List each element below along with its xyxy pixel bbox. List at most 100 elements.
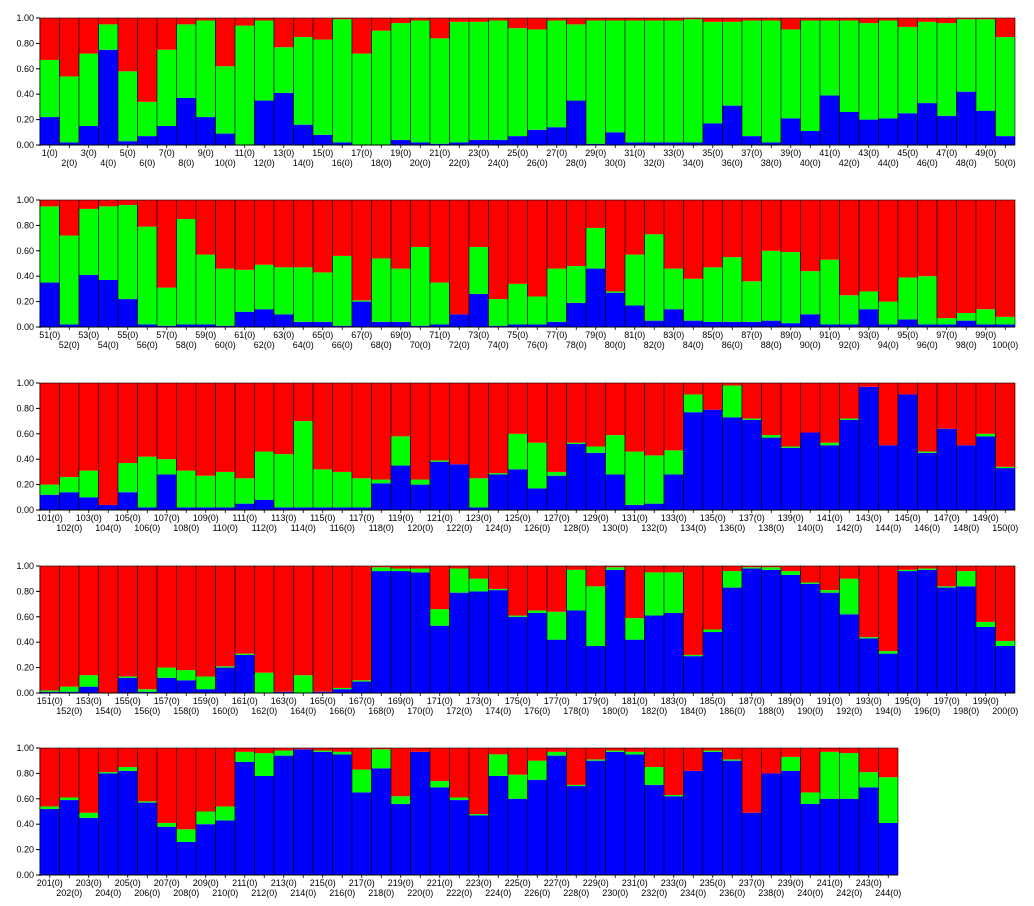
- bar-segment-blue: [391, 571, 411, 693]
- bar-segment-green: [644, 572, 664, 616]
- bar-segment-green: [566, 442, 586, 444]
- bar-segment-blue: [683, 770, 703, 875]
- x-tick-label: 177(0): [544, 696, 570, 706]
- bar-44: [878, 17, 899, 146]
- bar-197: [936, 565, 957, 694]
- bar-segment-blue: [313, 134, 333, 145]
- bar-132: [644, 382, 665, 511]
- bar-161: [234, 565, 255, 694]
- bar-segment-blue: [820, 324, 840, 327]
- bar-segment-blue: [40, 691, 60, 693]
- bar-segment-green: [352, 300, 372, 302]
- y-tick-label: 0.60: [16, 612, 34, 622]
- bar-segment-blue: [527, 779, 547, 875]
- bar-194: [878, 565, 899, 694]
- bar-63: [273, 199, 294, 328]
- bar-segment-green: [469, 246, 489, 294]
- bar-141: [819, 382, 840, 511]
- x-tick-label: 165(0): [310, 696, 336, 706]
- bar-segment-red: [98, 200, 118, 207]
- bar-segment-red: [722, 200, 742, 258]
- bar-segment-red: [605, 18, 625, 21]
- bar-segment-blue: [469, 139, 489, 145]
- bar-segment-blue: [254, 100, 274, 145]
- bar-segment-red: [898, 566, 918, 570]
- bar-segment-blue: [371, 321, 391, 327]
- bar-segment-red: [761, 18, 781, 21]
- bar-242: [839, 747, 860, 876]
- bar-segment-blue: [59, 492, 79, 510]
- x-tick-label: 33(0): [663, 148, 684, 158]
- bar-152: [59, 565, 80, 694]
- x-tick-label: 123(0): [466, 513, 492, 523]
- x-tick-label: 115(0): [310, 513, 335, 523]
- bar-119: [390, 382, 411, 511]
- bar-segment-red: [878, 18, 898, 21]
- bar-49: [975, 17, 996, 146]
- bar-225: [507, 747, 528, 876]
- bar-segment-green: [430, 282, 450, 325]
- bar-segment-blue: [40, 808, 60, 875]
- bar-segment-blue: [352, 792, 372, 875]
- bar-115: [312, 382, 333, 511]
- x-tick-label: 144(0): [875, 523, 901, 533]
- x-tick-label: 236(0): [719, 888, 745, 898]
- x-tick-label: 109(0): [193, 513, 219, 523]
- bar-segment-red: [274, 18, 294, 48]
- bar-segment-red: [683, 748, 703, 771]
- bar-segment-blue: [703, 321, 723, 327]
- bar-segment-blue: [839, 324, 859, 327]
- bar-segment-green: [800, 271, 820, 315]
- bar-segment-green: [254, 672, 274, 693]
- bar-segment-green: [722, 759, 742, 761]
- bar-segment-blue: [176, 98, 196, 145]
- x-tick-label: 54(0): [98, 340, 119, 350]
- x-tick-label: 156(0): [134, 706, 160, 716]
- bar-101: [39, 382, 60, 511]
- x-tick-label: 191(0): [817, 696, 843, 706]
- bar-segment-blue: [313, 507, 333, 510]
- bar-segment-green: [722, 571, 742, 588]
- bar-3: [78, 17, 99, 146]
- bar-segment-blue: [898, 319, 918, 327]
- bar-segment-red: [371, 566, 391, 568]
- bar-segment-red: [800, 383, 820, 433]
- x-tick-label: 189(0): [778, 696, 804, 706]
- bar-segment-green: [839, 753, 859, 799]
- bar-segment-blue: [898, 113, 918, 145]
- bar-segment-blue: [586, 143, 606, 145]
- bar-segment-green: [293, 267, 313, 322]
- bar-segment-red: [59, 566, 79, 687]
- bar-segment-green: [937, 586, 957, 588]
- bar-segment-blue: [605, 474, 625, 510]
- bar-segment-red: [59, 748, 79, 798]
- bar-segment-blue: [79, 686, 99, 693]
- bar-segment-blue: [664, 474, 684, 510]
- bar-segment-red: [878, 748, 898, 778]
- bar-154: [98, 565, 119, 694]
- x-tick-label: 37(0): [741, 148, 762, 158]
- bar-segment-green: [313, 272, 333, 322]
- bar-segment-green: [917, 568, 937, 570]
- bar-180: [605, 565, 626, 694]
- bar-11: [234, 17, 255, 146]
- x-tick-label: 26(0): [527, 158, 548, 168]
- bar-81: [624, 199, 645, 328]
- bar-segment-blue: [917, 324, 937, 327]
- bar-172: [449, 565, 470, 694]
- bar-173: [468, 565, 489, 694]
- bar-93: [858, 199, 879, 328]
- bar-segment-red: [488, 200, 508, 300]
- bar-segment-green: [683, 394, 703, 413]
- bar-segment-red: [235, 566, 255, 654]
- y-tick-label: 1.00: [16, 378, 34, 388]
- bar-segment-red: [859, 18, 879, 24]
- bar-102: [59, 382, 80, 511]
- bar-202: [59, 747, 80, 876]
- bar-220: [410, 747, 431, 876]
- bar-segment-green: [761, 435, 781, 438]
- bar-segment-blue: [644, 784, 664, 875]
- bar-segment-green: [781, 756, 801, 771]
- bar-segment-green: [469, 578, 489, 592]
- bar-segment-red: [254, 383, 274, 452]
